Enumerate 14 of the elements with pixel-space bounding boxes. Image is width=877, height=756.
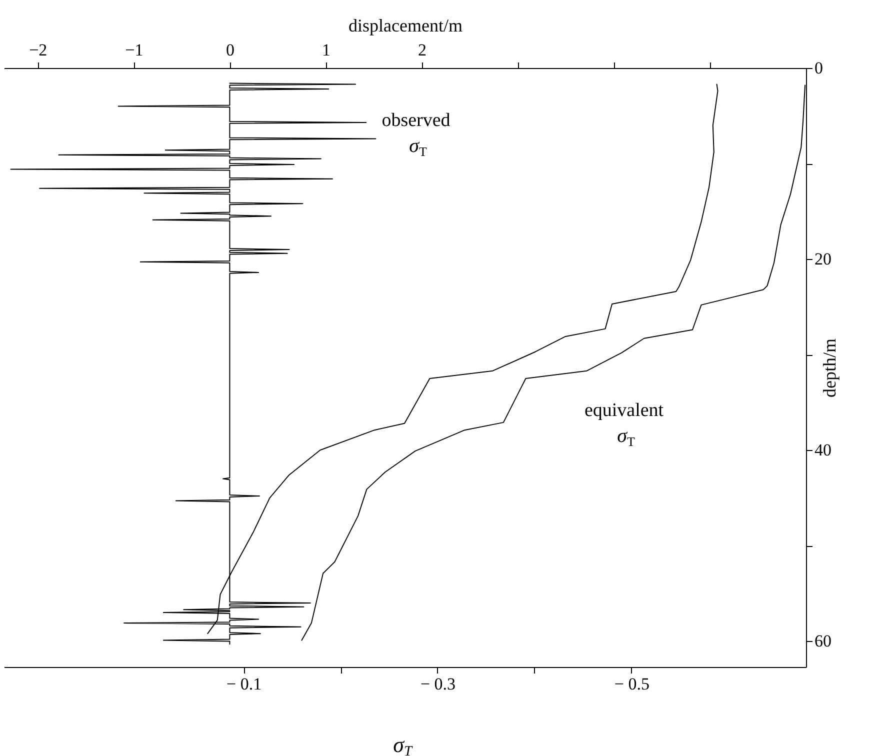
x-tick-label: − 0.3 (420, 674, 456, 694)
y-tick-label: 40 (814, 440, 832, 460)
x2-tick-label: 1 (322, 40, 331, 60)
y-axis-title: depth/m (820, 338, 840, 398)
x2-tick-label: 0 (226, 40, 234, 60)
x2-axis-title: displacement/m (348, 16, 462, 36)
x2-tick-label: 2 (418, 40, 427, 60)
x-tick-label: − 0.1 (226, 674, 262, 694)
y-tick-label: 60 (814, 632, 832, 651)
x2-tick-label: −1 (125, 40, 144, 60)
y-tick-label: 20 (814, 250, 832, 269)
y-tick-label: 0 (814, 58, 823, 78)
x-tick-label: − 0.5 (614, 674, 650, 694)
x2-tick-label: −2 (29, 40, 48, 60)
